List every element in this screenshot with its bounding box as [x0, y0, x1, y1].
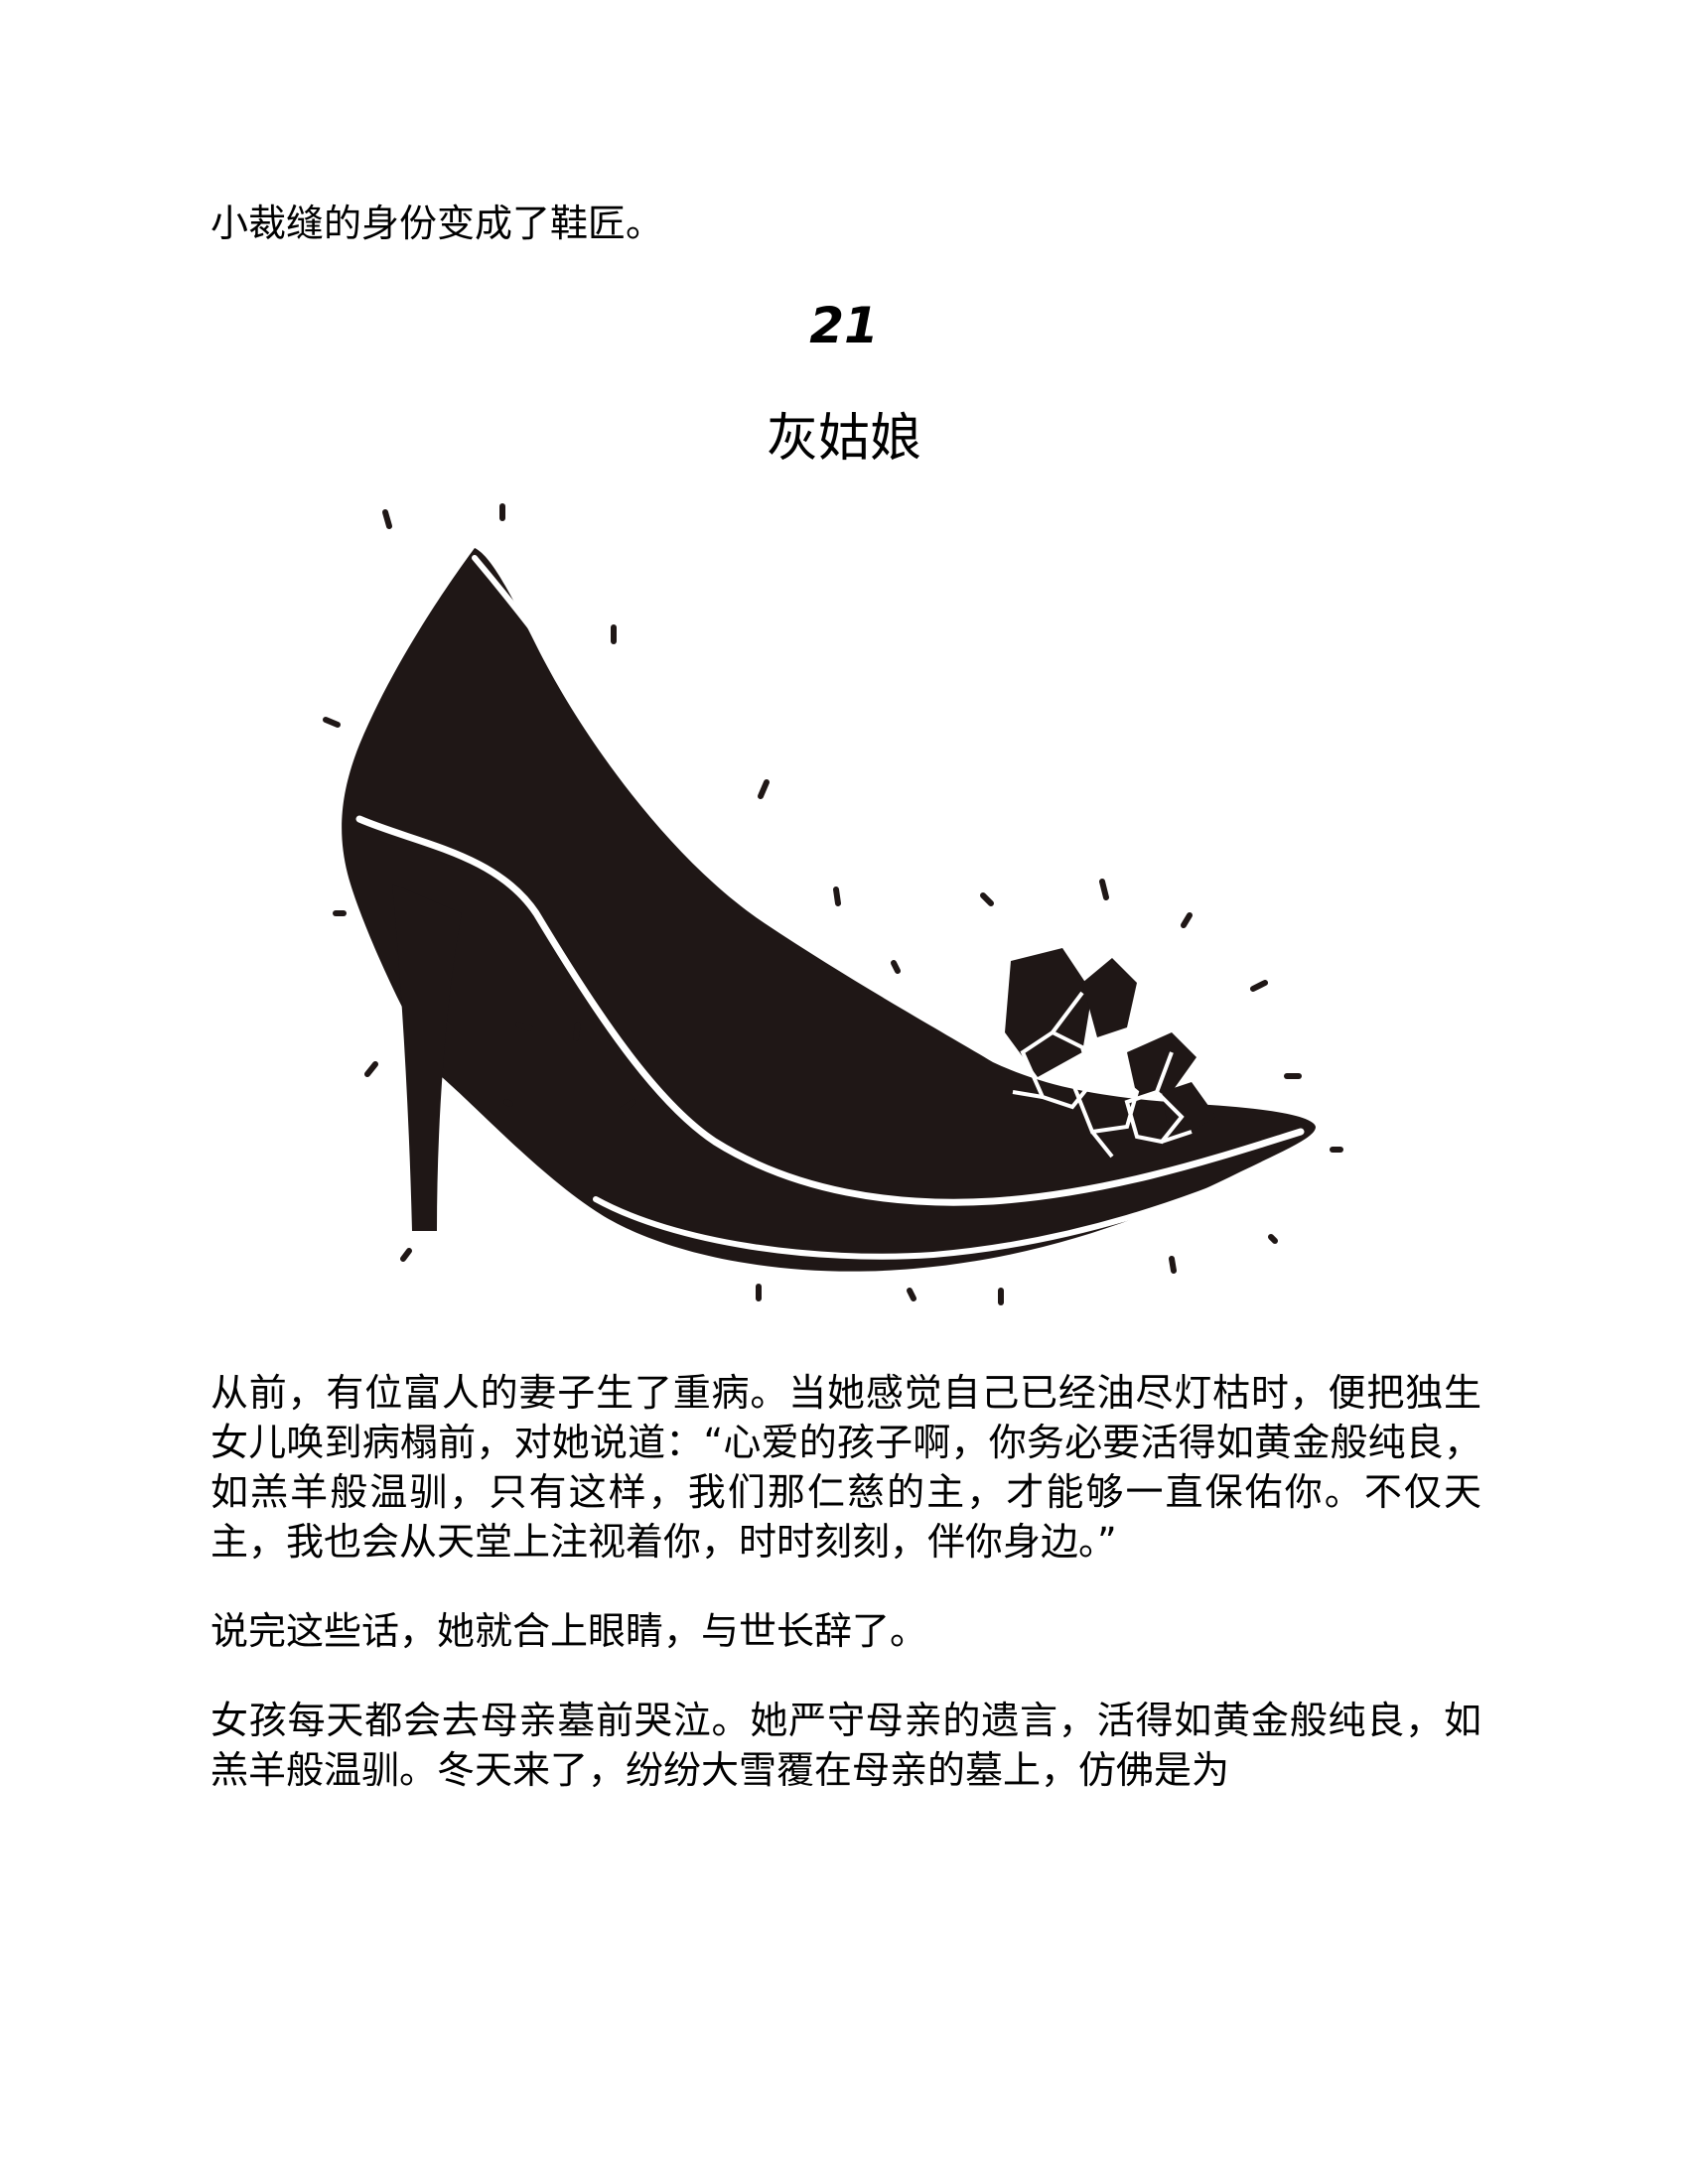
bottom-edge-line [593, 1154, 1294, 1260]
crystal-ornament [1005, 948, 1216, 1159]
shoe-body [342, 548, 1316, 1272]
paragraph: 从前，有位富人的妻子生了重病。当她感觉自己已经油尽灯枯时，便把独生女儿唤到病榻前… [211, 1371, 1481, 1564]
previous-chapter-last-line: 小裁缝的身份变成了鞋匠。 [211, 202, 664, 245]
edge-line [472, 555, 768, 916]
paragraph: 说完这些话，她就合上眼睛，与世长辞了。 [211, 1609, 928, 1653]
sole-line [355, 815, 1305, 1206]
chapter-title: 灰姑娘 [766, 409, 921, 469]
paragraph: 女孩每天都会去母亲墓前哭泣。她严守母亲的遗言，活得如黄金般纯良，如羔羊般温驯。冬… [211, 1699, 1481, 1792]
sparkle-marks [323, 503, 1343, 1305]
chapter-number: 21 [809, 297, 879, 354]
glass-slipper-icon [323, 503, 1343, 1305]
slipper-illustration [342, 548, 1316, 1272]
shoe-heel [392, 884, 462, 1231]
chapter-body: 从前，有位富人的妻子生了重病。当她感觉自己已经油尽灯枯时，便把独生女儿唤到病榻前… [211, 1368, 1481, 1835]
